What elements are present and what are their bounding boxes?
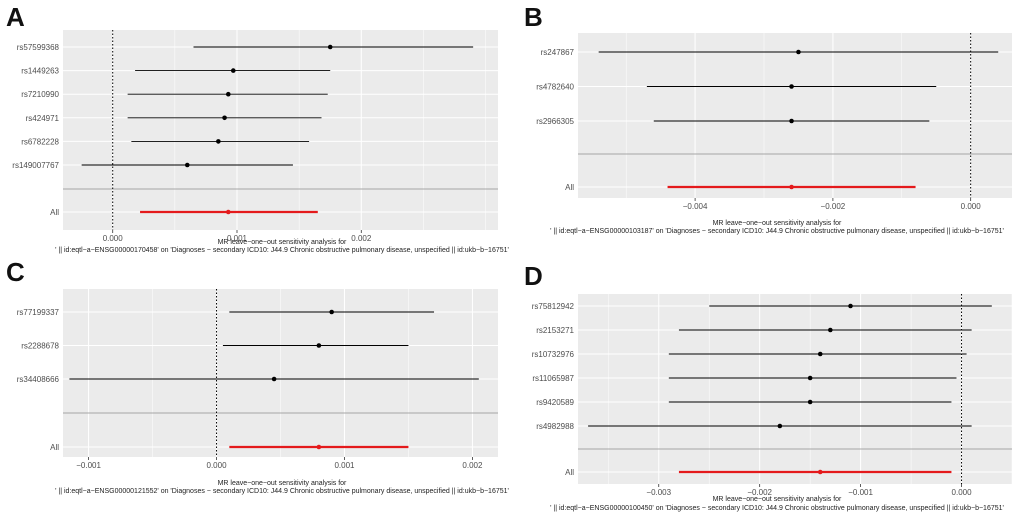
snp-label: rs424971 [26,114,60,123]
x-tick-label: 0.000 [952,488,973,497]
overall-estimate-point [817,469,823,475]
estimate-point-rs4782640 [789,84,794,89]
estimate-point-rs247867 [796,49,801,55]
plot-background [63,30,498,230]
x-tick-label: 0.000 [961,202,982,211]
caption-line-1: MR leave−one−out sensitivity analysis fo… [218,239,347,246]
snp-label: rs149007767 [12,161,59,170]
snp-label: rs4782640 [536,83,574,92]
estimate-point-rs75812942 [848,303,853,309]
snp-label: rs75812942 [532,302,575,311]
caption-line-2: ' || id:eqtl−a−ENSG00000170458' on 'Diag… [55,247,509,254]
snp-label: rs57599368 [17,43,60,52]
x-tick-label: 0.002 [351,234,372,243]
x-tick-label: −0.002 [747,488,772,497]
snp-label: rs10732976 [532,350,575,359]
estimate-point-rs1449263 [230,68,236,73]
caption-line-2: ' || id:eqtl−a−ENSG00000100450' on 'Diag… [550,505,1004,512]
estimate-point-rs4982988 [777,423,783,429]
overall-label: All [565,468,574,477]
plot-background [578,294,1012,484]
overall-estimate-point [226,209,231,215]
snp-label: rs77199337 [17,308,60,317]
caption-line-2: ' || id:eqtl−a−ENSG00000121552' on 'Diag… [55,488,509,495]
estimate-point-rs2153271 [828,327,833,333]
x-tick-label: −0.001 [76,461,101,470]
snp-label: rs2288678 [21,342,59,351]
x-tick-label: −0.001 [848,488,873,497]
panel-letter: C [6,257,25,287]
panel-letter: A [6,2,25,32]
plot-background [578,33,1012,198]
estimate-point-rs7210990 [226,91,231,97]
caption-line-1: MR leave−one−out sensitivity analysis fo… [713,220,842,227]
snp-label: rs7210990 [21,90,59,99]
snp-label: rs11065987 [532,374,574,383]
x-tick-label: 0.002 [462,461,483,470]
x-tick-label: 0.001 [227,234,248,243]
snp-label: rs6782228 [21,137,59,146]
snp-label: rs9420589 [536,398,574,407]
estimate-point-rs2288678 [316,343,322,348]
overall-label: All [50,443,59,452]
caption-line-1: MR leave−one−out sensitivity analysis fo… [218,480,347,487]
estimate-point-rs10732976 [817,351,823,357]
x-tick-label: −0.003 [646,488,671,497]
x-tick-label: 0.000 [103,234,124,243]
estimate-point-rs424971 [222,115,227,121]
panel-a: rs57599368 rs1449263 rs7210990 rs424971 rs67… [6,2,509,254]
x-tick-label: −0.002 [821,202,846,211]
estimate-point-rs2966305 [789,118,794,124]
overall-estimate-point [316,444,322,450]
panel-c: rs77199337 rs2288678 rs34408666 All −0.001 0.… [6,257,509,495]
panel-letter: D [524,261,543,291]
estimate-point-rs9420589 [807,399,813,405]
x-tick-label: −0.004 [683,202,708,211]
overall-estimate-point [789,184,794,190]
overall-label: All [50,208,59,217]
panel-b: rs247867 rs4782640 rs2966305 All −0.004 −0.00… [524,2,1012,235]
estimate-point-rs11065987 [807,375,813,381]
snp-label: rs34408666 [17,375,60,384]
snp-label: rs2153271 [536,326,574,335]
snp-label: rs2966305 [536,117,574,126]
x-tick-label: 0.001 [334,461,355,470]
estimate-point-rs57599368 [327,44,333,50]
snp-label: rs247867 [541,48,575,57]
x-tick-label: 0.000 [207,461,228,470]
estimate-point-rs6782228 [216,139,221,144]
estimate-point-rs34408666 [271,376,277,382]
overall-label: All [565,183,574,192]
estimate-point-rs149007767 [184,162,190,168]
snp-label: rs4982988 [536,422,574,431]
caption-line-1: MR leave−one−out sensitivity analysis fo… [713,496,842,503]
panel-d: rs75812942 rs2153271 rs10732976 rs11065987 r… [524,261,1013,512]
estimate-point-rs77199337 [329,309,334,315]
snp-label: rs1449263 [21,67,59,76]
panel-letter: B [524,2,543,32]
caption-line-2: ' || id:eqtl−a−ENSG00000103187' on 'Diag… [550,228,1004,235]
